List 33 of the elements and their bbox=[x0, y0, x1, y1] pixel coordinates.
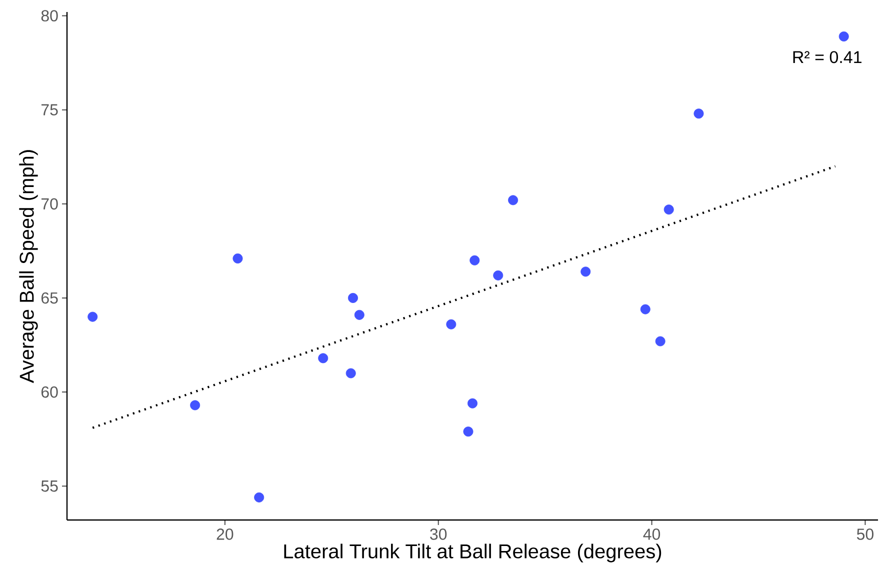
y-tick-label: 75 bbox=[41, 104, 58, 116]
point bbox=[640, 304, 650, 314]
point bbox=[354, 310, 364, 320]
y-tick-label: 70 bbox=[41, 198, 58, 210]
point bbox=[508, 195, 518, 206]
point bbox=[580, 266, 591, 277]
y-tick-label: 60 bbox=[41, 386, 58, 398]
point bbox=[838, 31, 849, 42]
y-tick-label: 55 bbox=[41, 480, 58, 492]
point bbox=[88, 312, 98, 322]
y-axis-title: Average Ball Speed (mph) bbox=[19, 150, 38, 384]
point bbox=[694, 108, 704, 119]
point bbox=[463, 426, 474, 437]
point bbox=[318, 353, 328, 364]
point bbox=[664, 204, 674, 215]
point bbox=[655, 336, 666, 346]
y-tick-label: 80 bbox=[41, 10, 58, 22]
point bbox=[346, 368, 356, 378]
x-tick-label: 20 bbox=[216, 528, 234, 540]
y-tick-label: 65 bbox=[41, 292, 58, 304]
point bbox=[470, 255, 480, 266]
point bbox=[254, 492, 264, 502]
point bbox=[348, 292, 358, 303]
point bbox=[446, 319, 456, 330]
annotation: R² = 0.41 bbox=[793, 51, 862, 64]
point bbox=[232, 253, 243, 264]
x-axis-title: Lateral Trunk Tilt at Ball Release (degrees) bbox=[284, 544, 662, 562]
point bbox=[190, 400, 200, 410]
point bbox=[493, 270, 504, 280]
x-tick-label: 30 bbox=[430, 528, 447, 540]
x-tick-label: 50 bbox=[856, 528, 874, 540]
x-tick-label: 40 bbox=[643, 528, 660, 540]
point bbox=[468, 398, 478, 408]
